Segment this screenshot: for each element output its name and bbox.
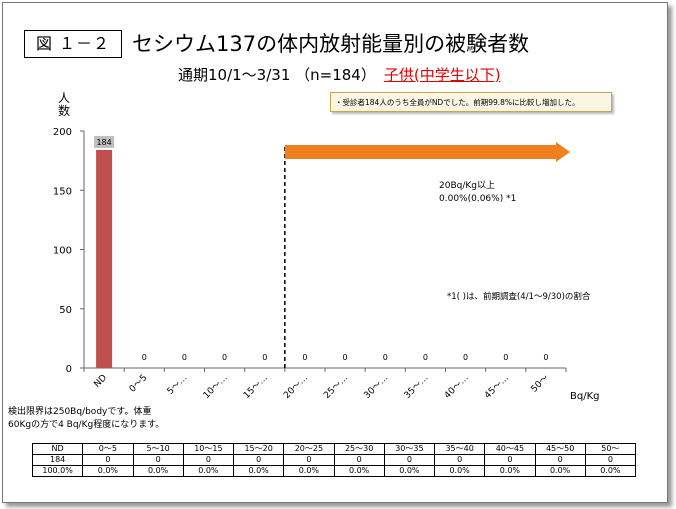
table-header-cell: 5～10 — [132, 443, 184, 455]
threshold-arrow — [284, 142, 570, 162]
x-tick-label: 20～… — [282, 373, 310, 401]
x-tick-label: 5～… — [166, 373, 190, 397]
data-label: 0 — [142, 353, 147, 362]
threshold-label: 20Bq/Kg以上 — [439, 181, 495, 191]
table-count-cell: 0 — [584, 454, 637, 466]
data-label: 0 — [423, 353, 428, 362]
table-header-cell: ND — [31, 443, 84, 455]
table-percent-cell: 0.0% — [82, 465, 134, 477]
y-axis-label: 人数 — [57, 92, 71, 118]
table-percent-cell: 0.0% — [534, 465, 586, 477]
data-label: 0 — [383, 353, 388, 362]
table-percent-cell: 0.0% — [182, 465, 235, 477]
table-count-cell: 0 — [232, 454, 285, 466]
data-label: 0 — [503, 353, 508, 362]
x-tick-label: 50～ — [530, 373, 552, 395]
note-box: ・受診者184人のうち全員がNDでした。前期99.8%に比較し増加した。 — [330, 92, 612, 112]
threshold-annotation: 20Bq/Kg以上 0.00%(0.06%) *1 — [439, 180, 516, 206]
y-tick-label: 0 — [66, 364, 72, 375]
y-tick-label: 100 — [53, 246, 72, 257]
x-tick-label: 45～… — [483, 373, 511, 401]
table-header-cell: 40～45 — [484, 443, 536, 455]
x-tick-label: ND — [92, 373, 109, 390]
table-count-cell: 0 — [82, 454, 134, 466]
annotation-note: *1( )は、前期調査(4/1～9/30)の割合 — [447, 292, 591, 302]
data-label: 0 — [543, 353, 548, 362]
table-percent-cell: 0.0% — [383, 465, 436, 477]
subtitle-highlight: 子供(中学生以下) — [383, 66, 501, 84]
data-label-bg — [94, 135, 115, 148]
table-header-cell: 30～35 — [383, 443, 436, 455]
footnote-line-2: 60Kgの方で4 Bq/Kg程度になります。 — [8, 420, 165, 430]
table-header-cell: 20～25 — [283, 443, 335, 455]
table-count-row: 184 0 0 0 0 0 0 0 0 0 0 0 — [31, 454, 637, 466]
x-tick-label: 10～… — [202, 373, 230, 401]
table-count-cell: 0 — [333, 454, 385, 466]
y-axis-label-char: 数 — [57, 104, 70, 118]
table-header-cell: 0～5 — [82, 443, 134, 455]
table-percent-cell: 0.0% — [283, 465, 335, 477]
table-header-cell: 35～40 — [433, 443, 486, 455]
x-tick-label: 35～… — [403, 373, 431, 401]
x-tick-label: 30～… — [362, 373, 390, 401]
page-title: セシウム137の体内放射能量別の被験者数 — [132, 32, 530, 56]
table-count-cell: 0 — [534, 454, 586, 466]
table-percent-cell: 0.0% — [584, 465, 637, 477]
table-header-cell: 25～30 — [333, 443, 385, 455]
table-percent-cell: 0.0% — [232, 465, 285, 477]
data-label: 0 — [262, 353, 267, 362]
table-count-cell: 0 — [132, 454, 184, 466]
table-count-cell: 0 — [383, 454, 436, 466]
bar — [96, 149, 113, 368]
table-header-row: ND 0～5 5～10 10～15 15～20 20～25 25～30 30～35 35～40 4… — [31, 443, 637, 455]
data-label: 0 — [182, 353, 187, 362]
y-tick-label: 50 — [59, 305, 72, 316]
subtitle-period: 通期10/1～3/31 （n=184） — [178, 66, 376, 84]
table-percent-cell: 0.0% — [333, 465, 385, 477]
threshold-percent: 0.00%(0.06%) *1 — [439, 194, 517, 204]
table-count-cell: 184 — [31, 454, 84, 466]
table-count-cell: 0 — [433, 454, 486, 466]
x-tick-label: 15～… — [242, 373, 270, 401]
footnote-line-1: 検出限界は250Bq/bodyです。体重 — [8, 407, 152, 417]
table-count-cell: 0 — [182, 454, 235, 466]
y-tick-label: 200 — [53, 127, 72, 138]
y-axis-label-char: 人 — [57, 91, 70, 105]
slide — [2, 2, 668, 503]
table-header-cell: 10～15 — [182, 443, 235, 455]
table-percent-row: 100.0% 0.0% 0.0% 0.0% 0.0% 0.0% 0.0% 0.0% 0.0% 0.… — [31, 465, 637, 477]
x-tick-label: 0～5 — [128, 373, 150, 395]
table-header-cell: 50～ — [584, 443, 637, 455]
table-count-cell: 0 — [283, 454, 335, 466]
subtitle: 通期10/1～3/31 （n=184） 子供(中学生以下) — [178, 64, 501, 85]
x-tick-label: 40～… — [443, 373, 471, 401]
data-label: 184 — [96, 138, 111, 147]
table-count-cell: 0 — [484, 454, 536, 466]
x-axis-unit: Bq/Kg — [570, 391, 600, 402]
table-header-cell: 45～50 — [534, 443, 586, 455]
data-label: 0 — [463, 353, 468, 362]
table-header-cell: 15～20 — [232, 443, 285, 455]
data-label: 0 — [302, 353, 307, 362]
table-percent-cell: 0.0% — [433, 465, 486, 477]
figure-label: 図 １－２ — [24, 30, 122, 58]
footnote: 検出限界は250Bq/bodyです。体重 60Kgの方で4 Bq/Kg程度になり… — [8, 406, 164, 432]
data-table: ND 0～5 5～10 10～15 15～20 20～25 25～30 30～35 35～40 4… — [31, 443, 637, 477]
table-percent-cell: 100.0% — [31, 465, 84, 477]
x-tick-label: 25～… — [322, 373, 350, 401]
y-tick-label: 150 — [53, 186, 72, 197]
table-percent-cell: 0.0% — [132, 465, 184, 477]
table-percent-cell: 0.0% — [484, 465, 536, 477]
data-label: 0 — [343, 353, 348, 362]
data-label: 0 — [222, 353, 227, 362]
